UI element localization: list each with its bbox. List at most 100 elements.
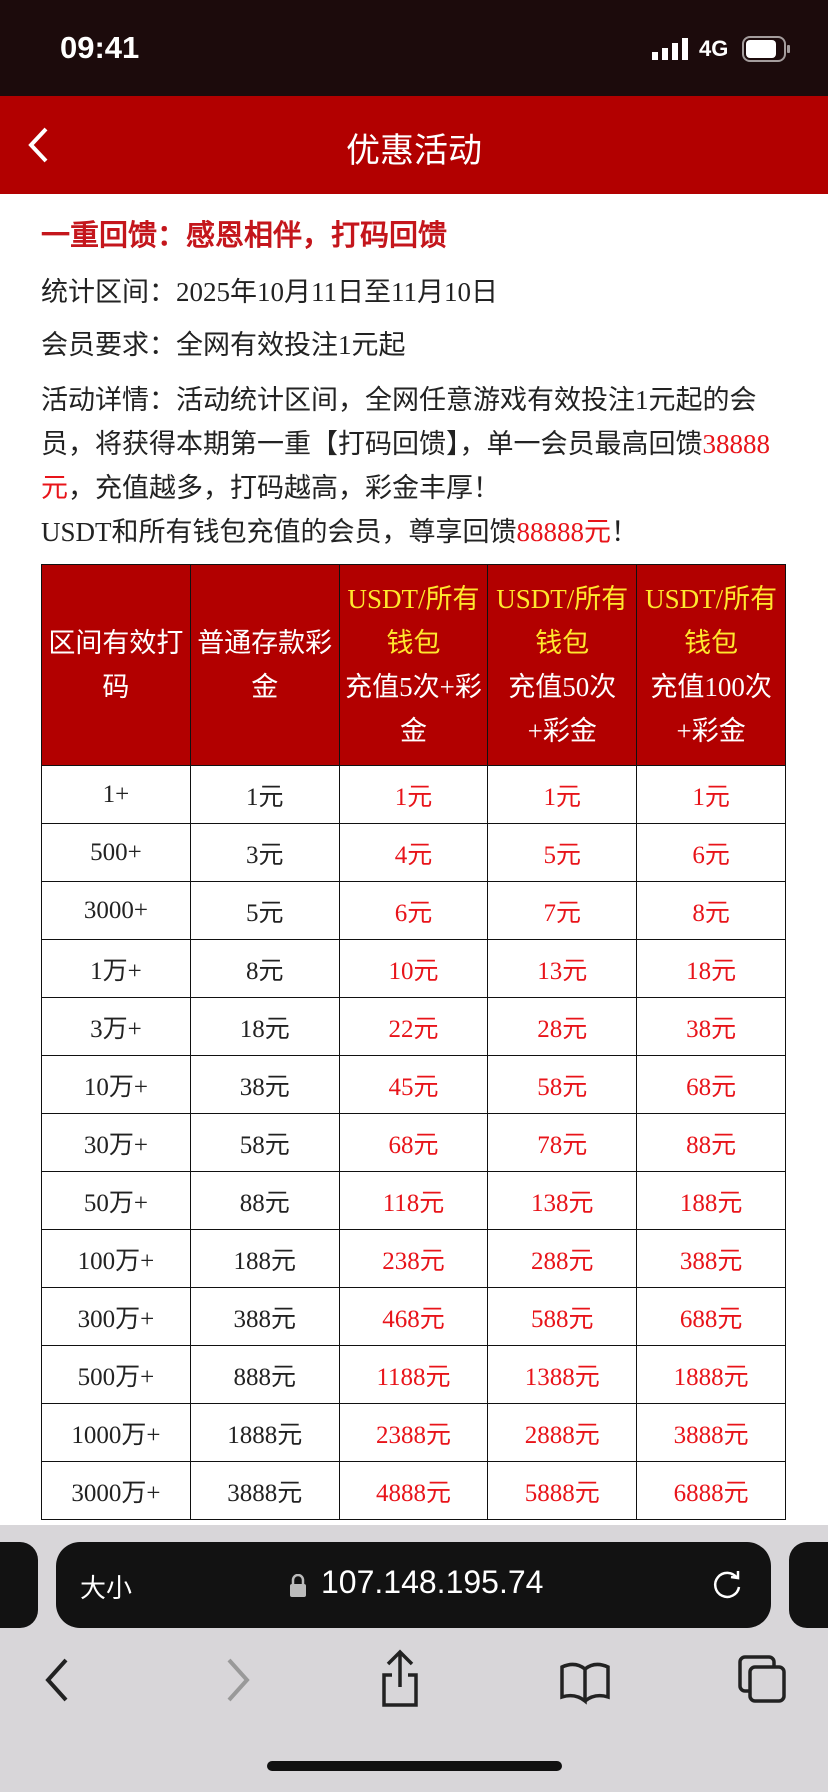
cell: 388元 bbox=[189, 1287, 340, 1346]
header-text: 区间有效打码 bbox=[48, 628, 184, 702]
page-title: 优惠活动 bbox=[346, 132, 482, 170]
share[interactable] bbox=[382, 1649, 418, 1707]
cell: 5元 bbox=[189, 881, 340, 940]
url: 107.148.195.74 bbox=[321, 1564, 544, 1600]
table-row: 3000万+ 3888元 4888元 5888元 6888元 bbox=[41, 1461, 786, 1520]
forward[interactable] bbox=[227, 1658, 250, 1702]
status-bar: 09:41 4G bbox=[0, 0, 828, 96]
bonus-cell: 78元 bbox=[487, 1113, 638, 1172]
header-text: 充值5次+彩金 bbox=[345, 672, 482, 746]
header-cell: 普通存款彩金 bbox=[189, 564, 340, 766]
bonus-cell: 18元 bbox=[636, 939, 786, 998]
text-size-button[interactable]: 大小 bbox=[80, 1573, 133, 1603]
table-body: 1+ 1元 1元 1元 1元 500+ 3元 4元 5元 6元 3000+ 5元 6元 7元 8元 1万+ 8元… bbox=[41, 765, 786, 1520]
cell: 500万+ bbox=[41, 1345, 191, 1404]
network: 4G bbox=[699, 36, 729, 61]
table-header: 区间有效打码 普通存款彩金 USDT/所有钱包 充值5次+彩金 USDT/所有钱包 充值5… bbox=[41, 564, 786, 766]
bonus-cell: 288元 bbox=[487, 1229, 638, 1288]
cell: 3000+ bbox=[41, 881, 191, 940]
address-bar[interactable]: 大小 107.148.195.74 bbox=[56, 1542, 771, 1628]
bonus-cell: 8元 bbox=[636, 881, 786, 940]
header-highlight: USDT/所有钱包 bbox=[496, 584, 629, 658]
cell: 88元 bbox=[189, 1171, 340, 1230]
table-row: 10万+ 38元 45元 58元 68元 bbox=[41, 1055, 786, 1114]
tab-prev[interactable] bbox=[0, 1542, 38, 1628]
table-row: 500+ 3元 4元 5元 6元 bbox=[41, 823, 786, 882]
signal-icon bbox=[652, 38, 688, 60]
bonus-cell: 68元 bbox=[338, 1113, 489, 1172]
header-cell: USDT/所有钱包 充值100次+彩金 bbox=[636, 564, 786, 766]
bonus-cell: 6888元 bbox=[636, 1461, 786, 1520]
cell: 100万+ bbox=[41, 1229, 191, 1288]
bonus-cell: 5元 bbox=[487, 823, 638, 882]
table-row: 30万+ 58元 68元 78元 88元 bbox=[41, 1113, 786, 1172]
headline: 一重回馈：感恩相伴，打码回馈 bbox=[41, 220, 448, 252]
table-row: 1+ 1元 1元 1元 1元 bbox=[41, 765, 786, 824]
cell: 1888元 bbox=[189, 1403, 340, 1462]
bonus-cell: 1188元 bbox=[338, 1345, 489, 1404]
bonus-cell: 238元 bbox=[338, 1229, 489, 1288]
details-amount: 38888元 bbox=[41, 429, 770, 503]
header-highlight: USDT/所有钱包 bbox=[645, 584, 778, 658]
reward-table: 区间有效打码 普通存款彩金 USDT/所有钱包 充值5次+彩金 USDT/所有钱包 充值5… bbox=[41, 564, 786, 1520]
header-cell: USDT/所有钱包 充值50次+彩金 bbox=[487, 564, 638, 766]
header-text: 充值100次+彩金 bbox=[650, 672, 772, 746]
bonus-cell: 38元 bbox=[636, 997, 786, 1056]
details-amount: 88888元 bbox=[516, 517, 612, 547]
table-row: 500万+ 888元 1188元 1388元 1888元 bbox=[41, 1345, 786, 1404]
bonus-cell: 588元 bbox=[487, 1287, 638, 1346]
bonus-cell: 1元 bbox=[636, 765, 786, 824]
details-text: ，充值越多，打码越高，彩金丰厚！ bbox=[68, 473, 500, 503]
header-cell: USDT/所有钱包 充值5次+彩金 bbox=[338, 564, 489, 766]
table-row: 50万+ 88元 118元 138元 188元 bbox=[41, 1171, 786, 1230]
bonus-cell: 138元 bbox=[487, 1171, 638, 1230]
cell: 8元 bbox=[189, 939, 340, 998]
cell: 1000万+ bbox=[41, 1403, 191, 1462]
bonus-cell: 3888元 bbox=[636, 1403, 786, 1462]
requirement: 会员要求：全网有效投注1元起 bbox=[41, 330, 406, 360]
bonus-cell: 5888元 bbox=[487, 1461, 638, 1520]
header-cell: 区间有效打码 bbox=[41, 564, 191, 766]
bonus-cell: 468元 bbox=[338, 1287, 489, 1346]
period: 统计区间：2025年10月11日至11月10日 bbox=[41, 277, 498, 307]
bonus-cell: 2888元 bbox=[487, 1403, 638, 1462]
header-text: 普通存款彩金 bbox=[197, 628, 333, 702]
header-highlight: USDT/所有钱包 bbox=[347, 584, 480, 658]
bonus-cell: 7元 bbox=[487, 881, 638, 940]
browser-chrome: 大小 107.148.195.74 bbox=[0, 1525, 828, 1792]
bonus-cell: 4元 bbox=[338, 823, 489, 882]
bonus-cell: 6元 bbox=[338, 881, 489, 940]
bonus-cell: 1元 bbox=[487, 765, 638, 824]
bonus-cell: 188元 bbox=[636, 1171, 786, 1230]
cell: 3元 bbox=[189, 823, 340, 882]
tab-next[interactable] bbox=[789, 1542, 828, 1628]
cell: 10万+ bbox=[41, 1055, 191, 1114]
bonus-cell: 388元 bbox=[636, 1229, 786, 1288]
bonus-cell: 1元 bbox=[338, 765, 489, 824]
home-indicator bbox=[267, 1761, 562, 1771]
bonus-cell: 10元 bbox=[338, 939, 489, 998]
table-row: 1万+ 8元 10元 13元 18元 bbox=[41, 939, 786, 998]
bonus-cell: 28元 bbox=[487, 997, 638, 1056]
bonus-cell: 45元 bbox=[338, 1055, 489, 1114]
details-text: 活动详情：活动统计区间，全网任意游戏有效投注1元起的会员，将获得本期第一重【打码… bbox=[41, 385, 757, 459]
bonus-cell: 6元 bbox=[636, 823, 786, 882]
cell: 1+ bbox=[41, 765, 191, 824]
bonus-cell: 4888元 bbox=[338, 1461, 489, 1520]
bookmarks[interactable] bbox=[560, 1662, 610, 1705]
lock-icon bbox=[290, 1574, 306, 1597]
toolbar bbox=[45, 1649, 786, 1707]
cell: 3000万+ bbox=[41, 1461, 191, 1520]
back-button[interactable] bbox=[26, 126, 50, 164]
tabs[interactable] bbox=[738, 1655, 786, 1703]
cell: 188元 bbox=[189, 1229, 340, 1288]
bonus-cell: 1388元 bbox=[487, 1345, 638, 1404]
back[interactable] bbox=[45, 1658, 68, 1702]
cell: 1万+ bbox=[41, 939, 191, 998]
details-text: USDT和所有钱包充值的会员，尊享回馈 bbox=[41, 517, 517, 547]
reload-button[interactable] bbox=[710, 1568, 744, 1602]
cell: 300万+ bbox=[41, 1287, 191, 1346]
cell: 500+ bbox=[41, 823, 191, 882]
bonus-cell: 58元 bbox=[487, 1055, 638, 1114]
